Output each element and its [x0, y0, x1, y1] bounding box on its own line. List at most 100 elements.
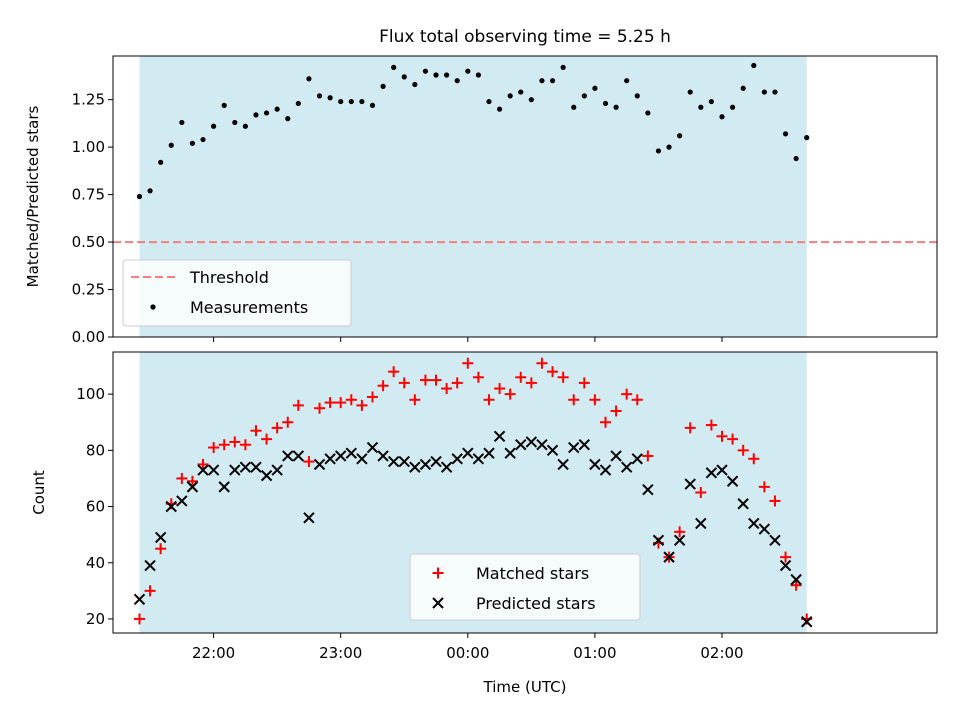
measurement-point: [772, 89, 778, 95]
matched-star-marker: [483, 394, 495, 406]
measurement-point: [496, 106, 503, 112]
measurement-point: [655, 148, 662, 154]
matched-star-marker: [366, 391, 378, 403]
measurement-point: [549, 78, 556, 84]
matched-star-marker: [780, 551, 792, 563]
predicted-star-marker: [684, 478, 696, 490]
matched-star-marker: [292, 399, 304, 411]
measurement-point: [571, 104, 577, 110]
matched-star-marker: [419, 374, 431, 386]
predicted-star-marker: [324, 453, 336, 465]
predicted-star-marker: [483, 447, 495, 459]
predicted-star-marker: [790, 573, 802, 586]
measurement-point: [782, 131, 789, 137]
measurement-point: [581, 93, 587, 99]
predicted-star-marker: [144, 559, 156, 572]
ratio-y-tick-label: 0.75: [72, 186, 105, 204]
legend-threshold-label: Threshold: [189, 268, 269, 287]
ratio-panel: 0.00 0.25 0.50 0.75 1.00 1.25 Matched/Predict…: [24, 55, 938, 346]
predicted-star-marker: [673, 534, 686, 546]
ratio-legend: Threshold Measurements: [122, 259, 352, 327]
matched-star-marker: [462, 357, 474, 369]
measurement-points: [136, 62, 810, 200]
matched-star-marker: [176, 472, 188, 484]
matched-star-marker: [261, 433, 273, 445]
predicted-star-marker: [758, 523, 771, 535]
predicted-star-marker: [398, 455, 410, 468]
matched-star-marker: [727, 433, 739, 445]
matched-star-marker: [599, 416, 611, 428]
matched-star-marker: [324, 397, 336, 409]
predicted-star-marker: [377, 450, 389, 462]
matched-star-marker: [356, 399, 368, 411]
measurement-point: [380, 83, 386, 89]
predicted-star-marker: [589, 458, 601, 471]
matched-star-marker: [748, 453, 760, 465]
predicted-star-marker: [335, 450, 347, 462]
matched-star-marker: [345, 394, 357, 406]
predicted-star-marker: [260, 469, 273, 482]
matched-star-marker: [610, 405, 622, 417]
measurement-point: [359, 98, 365, 105]
predicted-star-marker: [271, 464, 283, 476]
predicted-star-marker: [239, 461, 252, 473]
matched-star-marker: [155, 543, 167, 555]
matched-star-marker: [144, 585, 156, 597]
measurement-point: [751, 62, 757, 69]
measurement-point: [475, 72, 481, 78]
measurement-point: [200, 136, 206, 143]
predicted-star-marker: [133, 593, 146, 605]
matched-star-marker: [250, 425, 262, 437]
measurement-point: [539, 78, 545, 84]
measurement-point: [804, 135, 810, 141]
ratio-y-tick-label: 0.00: [72, 328, 105, 346]
measurement-point: [624, 78, 630, 84]
measurement-point: [465, 68, 471, 74]
predicted-star-marker: [779, 559, 792, 572]
measurement-point: [253, 112, 259, 118]
predicted-star-marker: [546, 444, 559, 457]
matched-star-marker: [494, 383, 506, 395]
predicted-star-marker: [207, 464, 220, 476]
legend-plus-marker: [432, 567, 444, 579]
measurement-point: [285, 116, 291, 122]
predicted-star-marker: [292, 450, 305, 462]
measurement-point: [793, 155, 799, 162]
matched-star-marker: [769, 495, 781, 507]
ratio-y-ticks: 0.00 0.25 0.50 0.75 1.00 1.25: [72, 91, 113, 346]
count-panel: 20 40 60 80 100 22:00 23:00 00:00 01:00 02:00 Co…: [30, 351, 938, 696]
legend-matched-swatch: [432, 567, 444, 579]
measurement-point: [158, 159, 164, 165]
matched-star-marker: [239, 439, 251, 451]
matched-star-marker: [218, 439, 230, 451]
predicted-star-marker: [303, 512, 315, 524]
matched-star-marker: [133, 613, 145, 625]
predicted-star-marker: [631, 453, 643, 465]
count-x-tick-label: 23:00: [319, 644, 362, 662]
matched-star-marker: [557, 371, 569, 383]
count-x-tick-label: 01:00: [573, 644, 616, 662]
matched-star-marker: [716, 430, 728, 442]
matched-star-marker: [186, 475, 198, 487]
matched-star-marker: [282, 416, 294, 428]
matched-star-marker: [674, 526, 686, 538]
predicted-star-marker: [345, 447, 358, 459]
measurement-point: [486, 98, 492, 105]
predicted-star-marker: [197, 464, 209, 476]
measurement-point: [592, 85, 598, 91]
measurement-point: [369, 102, 376, 108]
matched-star-marker: [705, 419, 717, 431]
matched-star-marker: [568, 394, 580, 406]
matched-star-marker: [684, 422, 696, 434]
matched-star-marker: [451, 377, 463, 389]
measurement-point: [740, 85, 746, 91]
measurement-point: [560, 64, 566, 70]
measurement-point: [444, 72, 450, 78]
count-legend: Matched stars Predicted stars: [409, 553, 641, 621]
measurement-point: [602, 100, 609, 107]
legend-cross-marker: [432, 597, 444, 609]
matched-star-marker: [758, 481, 770, 493]
measurement-point: [263, 110, 270, 116]
measurement-point: [211, 123, 217, 129]
predicted-stars-points: [133, 430, 813, 628]
